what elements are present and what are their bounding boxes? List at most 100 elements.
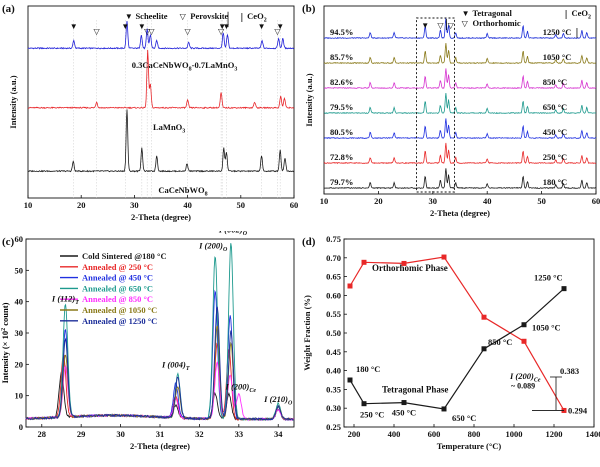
x-tick-label: 60 xyxy=(592,196,600,206)
series-label: 850 °C xyxy=(543,77,567,87)
panel-label: (a) xyxy=(2,3,15,15)
x-tick-label: 33 xyxy=(235,429,244,439)
point-label: 850 °C xyxy=(488,337,512,347)
point-label: 250 °C xyxy=(360,410,384,420)
series-label: 450 °C xyxy=(543,127,567,137)
peak-annotation: I (200)O xyxy=(198,240,228,253)
series-label: Orthorhomic Phase xyxy=(372,263,448,273)
scheelite-marker: ▼ xyxy=(121,22,129,31)
series-line xyxy=(28,50,294,108)
data-point xyxy=(482,346,487,351)
percent-label: 72.8% xyxy=(330,152,353,162)
perovskite-marker: ▽ xyxy=(94,27,101,36)
legend-label: Scheelite xyxy=(135,11,167,21)
y-tick-label: 0.30 xyxy=(326,403,341,413)
y-tick-label: 0.50 xyxy=(326,328,341,338)
legend-label: Annealed @ 1250 °C xyxy=(82,316,157,326)
legend-marker: ▼ xyxy=(125,12,133,21)
series-label: 250 °C xyxy=(543,152,567,162)
series-label: Tetragonal Phase xyxy=(382,384,448,394)
point-label: 1250 °C xyxy=(534,273,563,283)
y-tick-label: 30 xyxy=(15,328,24,338)
series-label: 1250 °C xyxy=(543,27,572,37)
point-label: 450 °C xyxy=(392,408,416,418)
y-tick-label: 0.65 xyxy=(326,272,341,282)
percent-label: 79.7% xyxy=(330,177,353,187)
percent-label: 80.5% xyxy=(330,127,353,137)
peak-annotation: I (004)T xyxy=(161,359,190,372)
x-tick-label: 400 xyxy=(388,429,401,439)
legend-marker: ▽ xyxy=(462,19,469,28)
legend-label: Perovskite xyxy=(190,11,228,21)
x-tick-label: 34 xyxy=(274,429,283,439)
data-point xyxy=(522,339,527,344)
x-tick-label: 10 xyxy=(320,196,329,206)
data-point xyxy=(522,322,527,327)
orthorhomic-marker: ▽ xyxy=(448,21,455,30)
y-tick-label: 60 xyxy=(15,234,24,244)
legend-label: Annealed @ 650 °C xyxy=(82,283,153,293)
y-axis-label: Weight Fraction (%) xyxy=(302,295,312,371)
data-point xyxy=(362,260,367,265)
series-label: 180 °C xyxy=(543,177,567,187)
perovskite-marker: ▽ xyxy=(148,27,155,36)
perovskite-marker: ▽ xyxy=(274,27,281,36)
x-tick-label: 20 xyxy=(374,196,383,206)
series-label: 0.3CaCeNbWO8-0.7LaMnO3 xyxy=(132,60,238,73)
peak-annotation: I (112)T xyxy=(51,294,79,307)
y-tick-label: 0 xyxy=(19,422,23,432)
data-point xyxy=(442,406,447,411)
x-tick-label: 1000 xyxy=(506,429,523,439)
series-label: CaCeNbWO8 xyxy=(158,185,207,198)
x-tick-label: 40 xyxy=(483,196,492,206)
data-point xyxy=(348,378,353,383)
legend-label: Tetragonal xyxy=(473,8,513,18)
value-label: 0.294 xyxy=(568,405,588,415)
percent-label: 82.6% xyxy=(330,77,353,87)
x-tick-label: 40 xyxy=(183,200,192,210)
y-axis-label: Intensity (× 102 count) xyxy=(0,302,10,383)
legend-marker: ▽ xyxy=(180,12,187,21)
data-point xyxy=(402,400,407,405)
x-tick-label: 50 xyxy=(537,196,546,206)
orthorhomic-marker: ▽ xyxy=(437,21,444,30)
panel-label: (c) xyxy=(2,236,15,248)
perovskite-marker: ▽ xyxy=(218,27,225,36)
series-label: 650 °C xyxy=(543,102,567,112)
x-tick-label: 30 xyxy=(130,200,139,210)
x-tick-label: 200 xyxy=(348,429,361,439)
y-tick-label: 0.60 xyxy=(326,290,341,300)
y-tick-label: 0.55 xyxy=(326,309,341,319)
x-tick-label: 60 xyxy=(290,200,299,210)
data-point xyxy=(362,401,367,406)
y-axis-label: Intensity (a.u.) xyxy=(8,75,18,128)
series-line xyxy=(28,109,294,171)
x-tick-label: 31 xyxy=(156,429,165,439)
x-axis-label: 2-Theta (degree) xyxy=(131,212,191,222)
y-tick-label: 10 xyxy=(15,391,24,401)
x-tick-label: 30 xyxy=(116,429,125,439)
peak-annotation: I (002)O xyxy=(218,231,248,237)
legend-label: Annealed @ 850 °C xyxy=(82,294,153,304)
phase-fraction-chart-d: (d)2004006008001000120014000.250.300.350… xyxy=(300,231,600,462)
x-axis-label: 2-Theta (degree) xyxy=(130,441,190,451)
y-tick-label: 40 xyxy=(15,297,24,307)
data-point xyxy=(348,284,353,289)
scheelite-marker: ▼ xyxy=(70,22,78,31)
legend-label: Annealed @ 1050 °C xyxy=(82,305,157,315)
series-line xyxy=(26,308,294,421)
x-tick-label: 30 xyxy=(429,196,438,206)
legend-label: Annealed @ 250 °C xyxy=(82,262,153,272)
legend-label: Cold Sintered @180 °C xyxy=(82,251,167,261)
data-point xyxy=(442,255,447,260)
percent-label: 85.7% xyxy=(330,52,353,62)
x-tick-label: 50 xyxy=(237,200,246,210)
y-tick-label: 0.35 xyxy=(326,384,341,394)
series-line xyxy=(28,21,294,49)
